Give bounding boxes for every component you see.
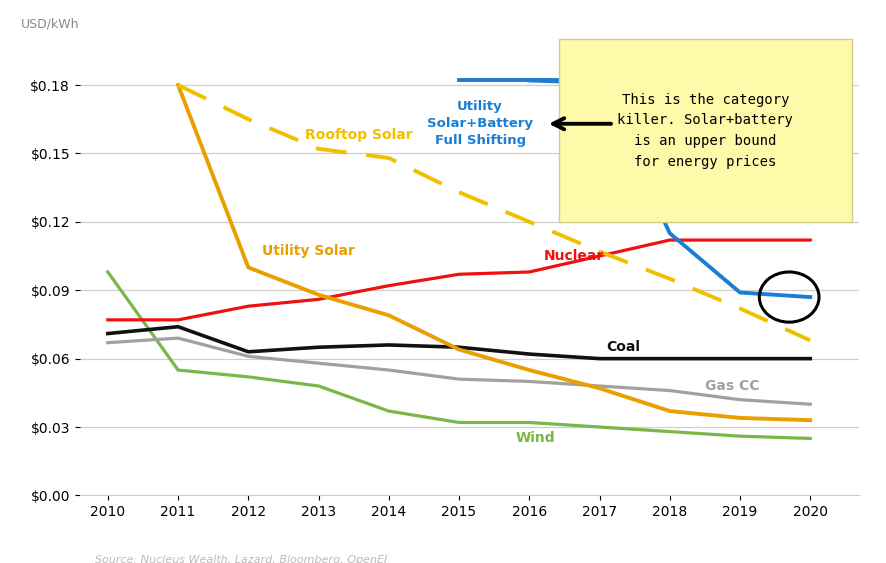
Text: Utility Solar: Utility Solar [262,244,355,258]
Text: Nuclear: Nuclear [543,249,603,263]
Text: This is the category
killer. Solar+battery
is an upper bound
for energy prices: This is the category killer. Solar+batte… [618,93,793,168]
Text: USD/kWh: USD/kWh [21,17,80,30]
Text: Coal: Coal [607,340,641,354]
Text: Wind: Wind [516,431,555,445]
FancyBboxPatch shape [559,39,851,222]
Text: Utility
Solar+Battery
Full Shifting: Utility Solar+Battery Full Shifting [427,100,533,148]
Text: Rooftop Solar: Rooftop Solar [305,128,412,142]
Text: Gas CC: Gas CC [705,379,759,393]
Text: Source: Nucleus Wealth, Lazard, Bloomberg, OpenEI: Source: Nucleus Wealth, Lazard, Bloomber… [96,555,387,563]
